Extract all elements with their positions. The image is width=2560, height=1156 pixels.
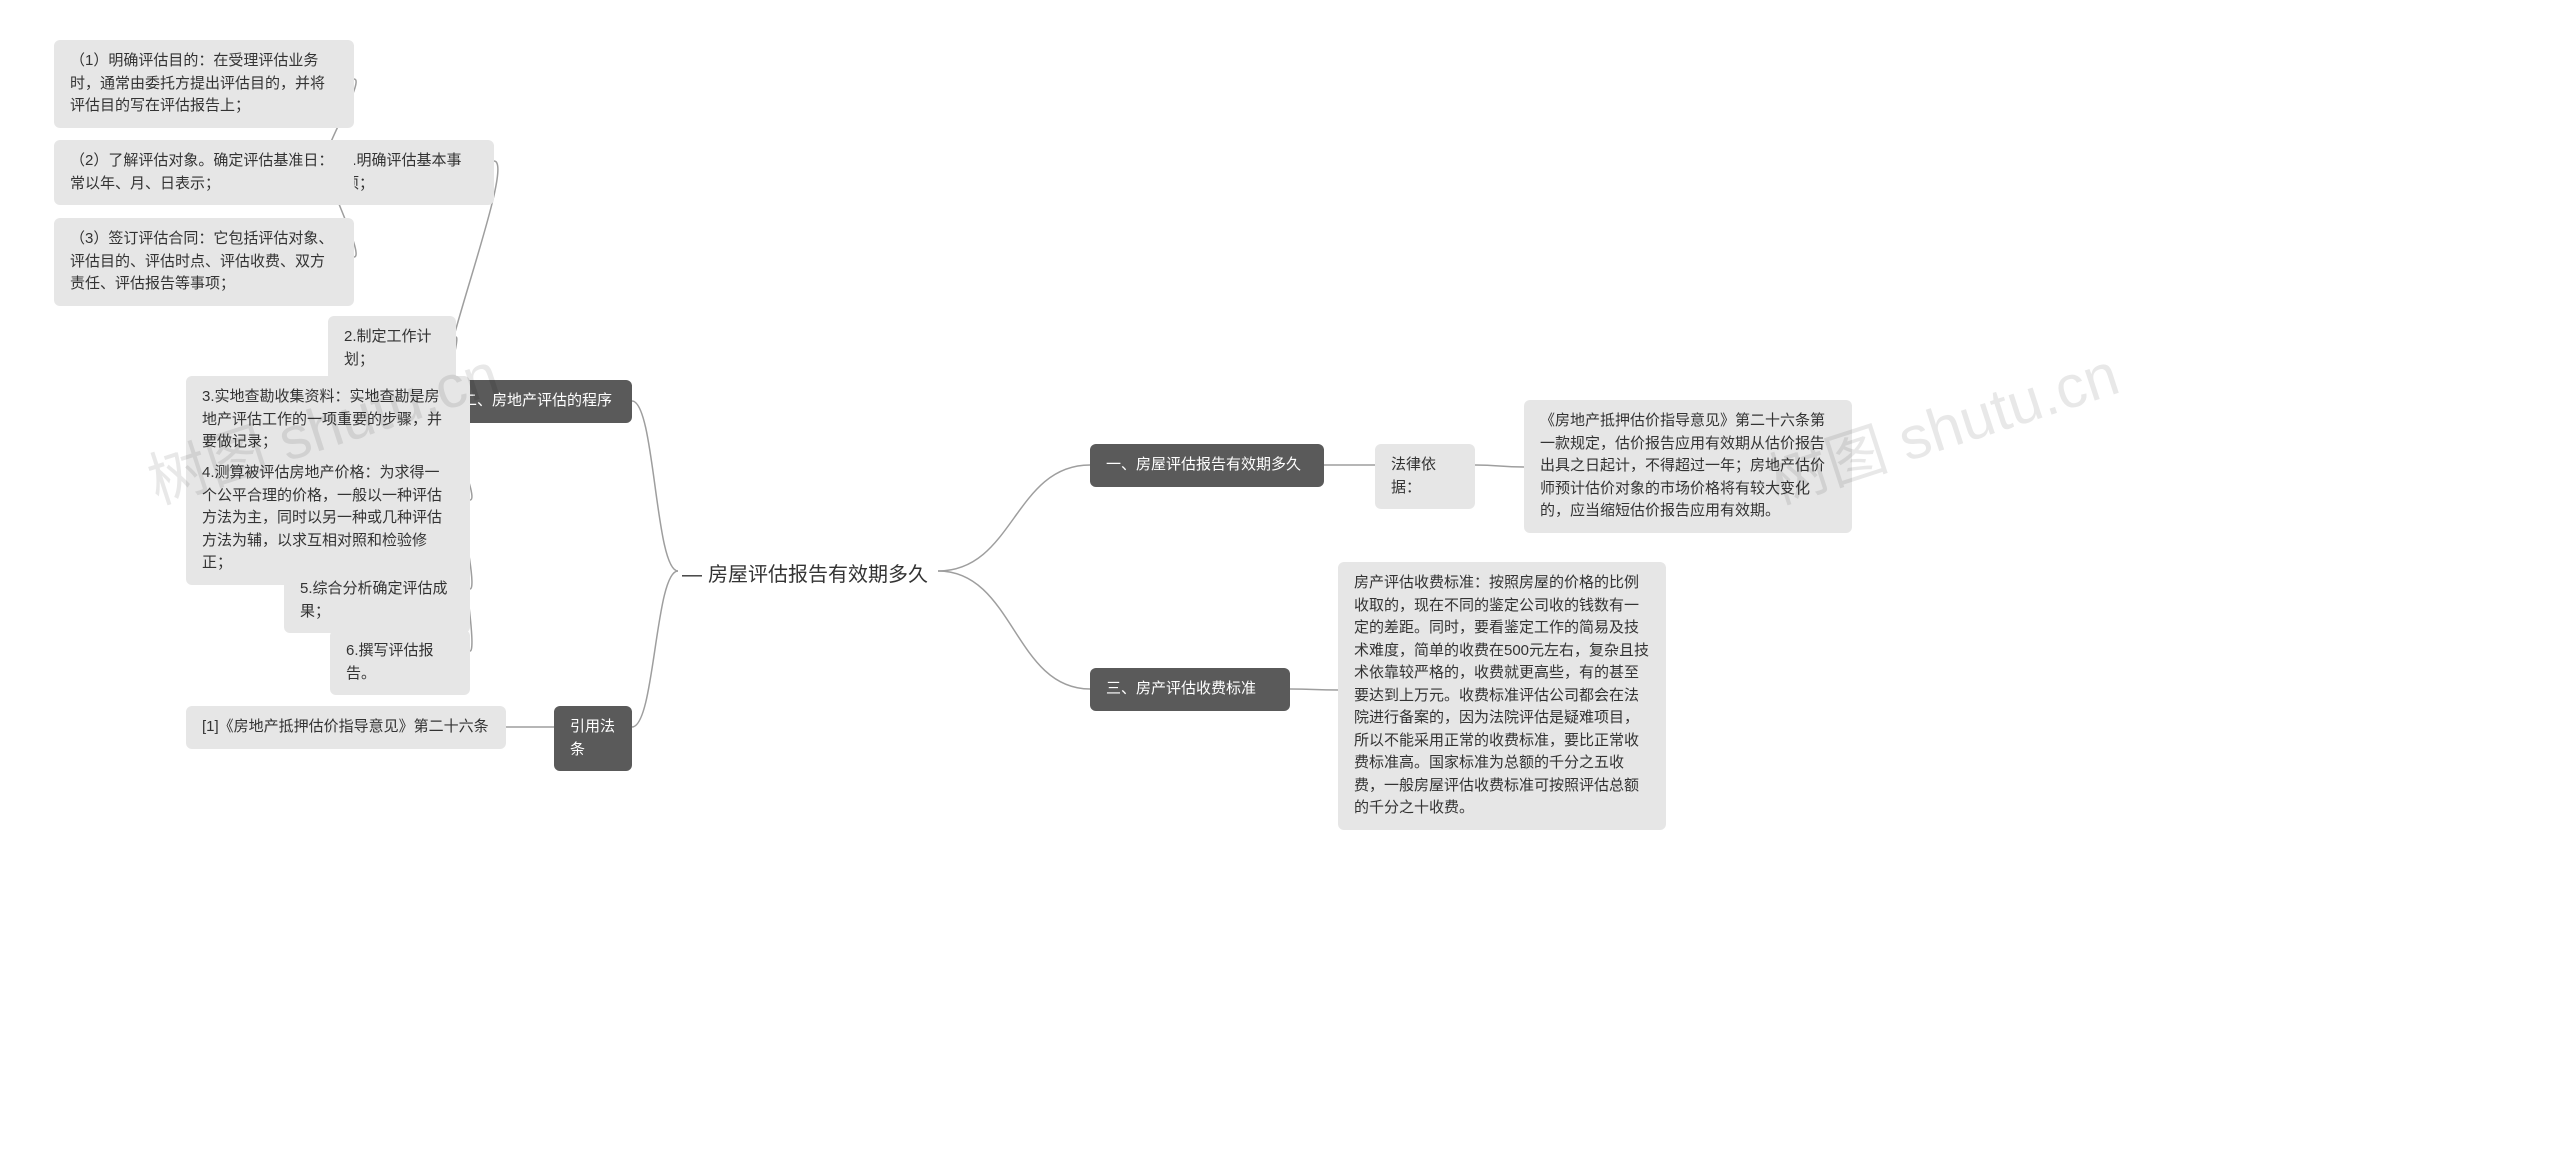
branch-2-child-3: 3.实地查勘收集资料：实地查勘是房地产评估工作的一项重要的步骤，并要做记录； — [186, 376, 470, 464]
branch-2-child-1-sub-2: （2）了解评估对象。确定评估基准日：常以年、月、日表示； — [54, 140, 354, 205]
dash-icon: — — [682, 564, 702, 586]
branch-1-grandchild: 《房地产抵押估价指导意见》第二十六条第一款规定，估价报告应用有效期从估价报告出具… — [1524, 400, 1852, 533]
branch-1-child: 法律依据： — [1375, 444, 1475, 509]
branch-4-child: [1]《房地产抵押估价指导意见》第二十六条 — [186, 706, 506, 749]
branch-2-child-4: 4.测算被评估房地产价格：为求得一个公平合理的价格，一般以一种评估方法为主，同时… — [186, 452, 470, 585]
branch-2-child-1-sub-3: （3）签订评估合同：它包括评估对象、评估目的、评估时点、评估收费、双方责任、评估… — [54, 218, 354, 306]
branch-2-child-5: 5.综合分析确定评估成果； — [284, 568, 470, 633]
branch-3-child: 房产评估收费标准：按照房屋的价格的比例收取的，现在不同的鉴定公司收的钱数有一定的… — [1338, 562, 1666, 830]
root-label: 房屋评估报告有效期多久 — [708, 564, 928, 586]
branch-4: 引用法条 — [554, 706, 632, 771]
branch-2-child-1-sub-1: （1）明确评估目的：在受理评估业务时，通常由委托方提出评估目的，并将评估目的写在… — [54, 40, 354, 128]
branch-3: 三、房产评估收费标准 — [1090, 668, 1290, 711]
branch-1: 一、房屋评估报告有效期多久 — [1090, 444, 1324, 487]
branch-2-child-6: 6.撰写评估报告。 — [330, 630, 470, 695]
branch-2-child-2: 2.制定工作计划； — [328, 316, 456, 381]
branch-2: 二、房地产评估的程序 — [446, 380, 632, 423]
root-node: — 房屋评估报告有效期多久 — [678, 556, 938, 594]
